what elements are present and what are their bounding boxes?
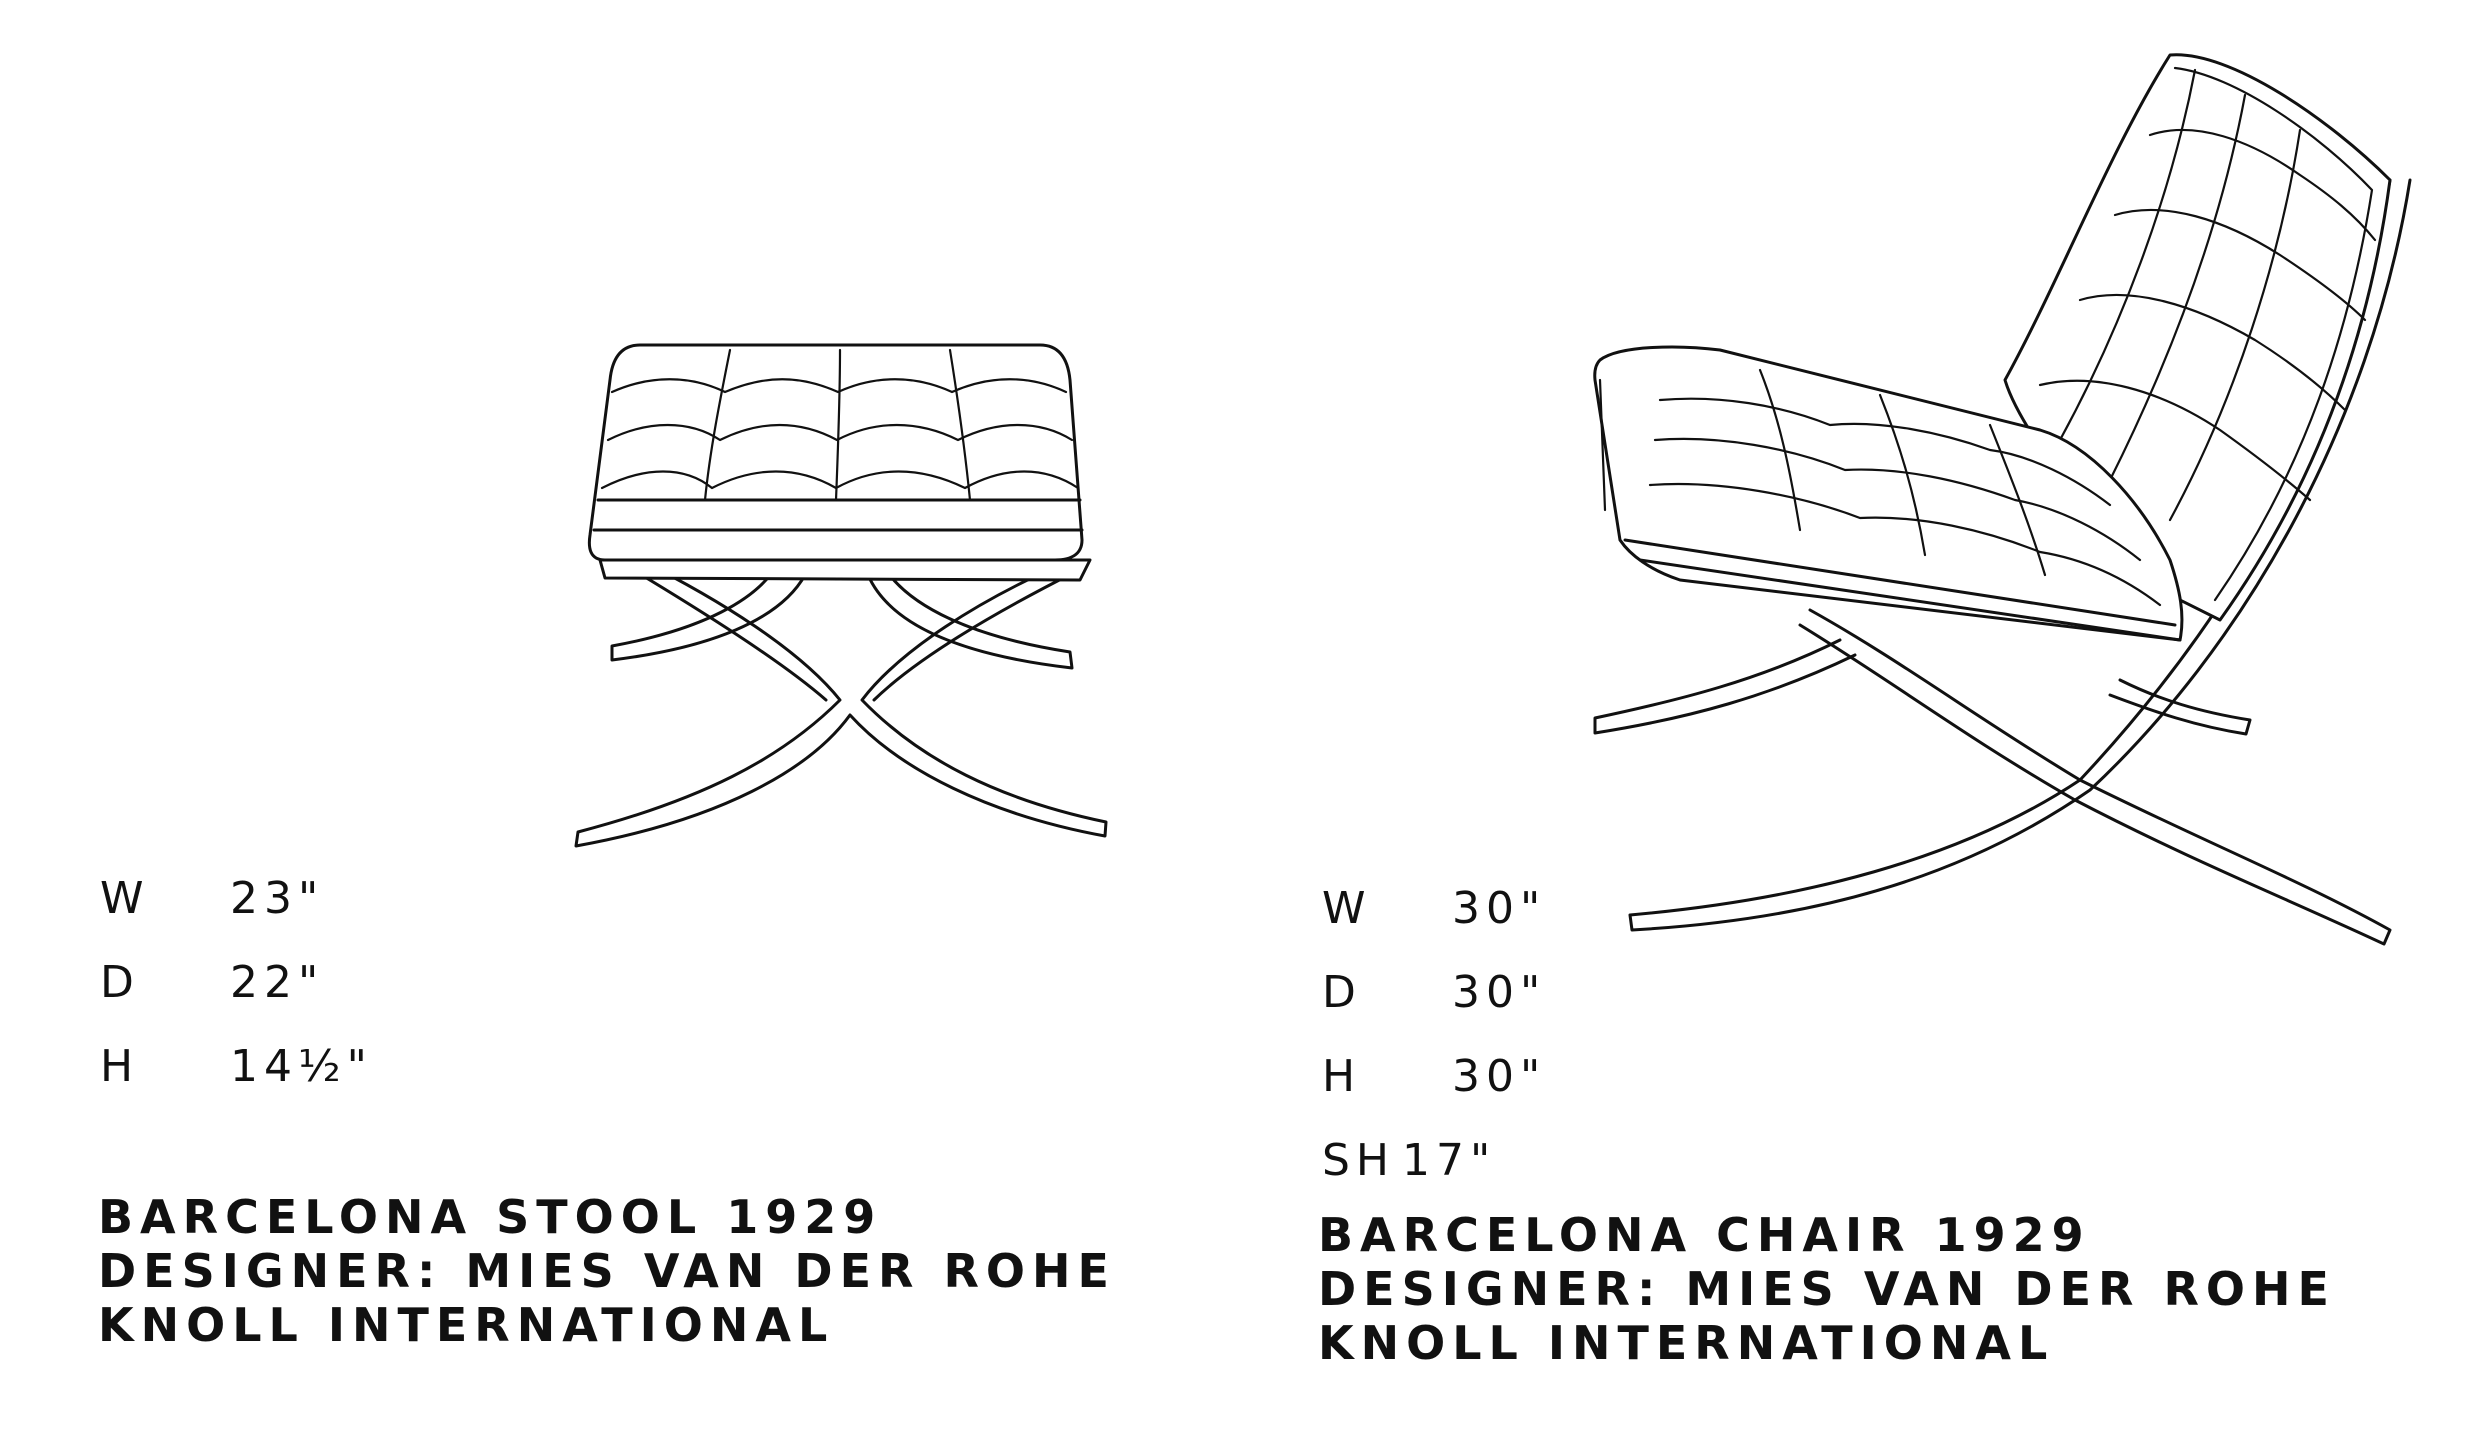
chair-spec-height: H 30" bbox=[1322, 1035, 1546, 1119]
stool-specs: W 23" D 22" H 14½" bbox=[100, 857, 373, 1109]
stool-spec-depth: D 22" bbox=[100, 941, 373, 1025]
stool-x-frame bbox=[574, 558, 1108, 848]
stool-caption-title: BARCELONA STOOL 1929 bbox=[98, 1190, 883, 1244]
spec-value: 22" bbox=[230, 957, 325, 1008]
chair-spec-seat-height: SH 17" bbox=[1322, 1119, 1546, 1203]
spec-value: 30" bbox=[1452, 1051, 1547, 1102]
stool-spec-width: W 23" bbox=[100, 857, 373, 941]
spec-value: 17" bbox=[1402, 1135, 1497, 1186]
chair-illustration bbox=[1593, 53, 2412, 946]
spec-key: H bbox=[100, 1041, 140, 1092]
spec-key: W bbox=[1322, 883, 1372, 934]
spec-value: 30" bbox=[1452, 883, 1547, 934]
spec-key: W bbox=[100, 873, 150, 924]
chair-spec-width: W 30" bbox=[1322, 867, 1546, 951]
chair-caption-designer: DESIGNER: MIES VAN DER ROHE bbox=[1318, 1262, 2336, 1316]
chair-spec-depth: D 30" bbox=[1322, 951, 1546, 1035]
spec-value: 23" bbox=[230, 873, 325, 924]
spec-value: 14½" bbox=[230, 1041, 373, 1092]
chair-caption-maker: KNOLL INTERNATIONAL bbox=[1318, 1316, 2055, 1370]
spec-key: D bbox=[1322, 967, 1362, 1018]
stool-caption-maker: KNOLL INTERNATIONAL bbox=[98, 1298, 835, 1352]
stool-spec-height: H 14½" bbox=[100, 1025, 373, 1109]
spec-value: 30" bbox=[1452, 967, 1547, 1018]
chair-caption-title: BARCELONA CHAIR 1929 bbox=[1318, 1208, 2091, 1262]
chair-specs: W 30" D 30" H 30" SH 17" bbox=[1322, 867, 1546, 1203]
spec-key: D bbox=[100, 957, 140, 1008]
stool-illustration bbox=[574, 343, 1108, 848]
stool-caption: BARCELONA STOOL 1929 DESIGNER: MIES VAN … bbox=[98, 1190, 1116, 1352]
chair-caption: BARCELONA CHAIR 1929 DESIGNER: MIES VAN … bbox=[1318, 1208, 2336, 1370]
stool-caption-designer: DESIGNER: MIES VAN DER ROHE bbox=[98, 1244, 1116, 1298]
spec-key: SH bbox=[1322, 1135, 1396, 1186]
stool-cushion bbox=[587, 343, 1084, 562]
spec-key: H bbox=[1322, 1051, 1362, 1102]
chair-seat-cushion bbox=[1593, 345, 2184, 642]
